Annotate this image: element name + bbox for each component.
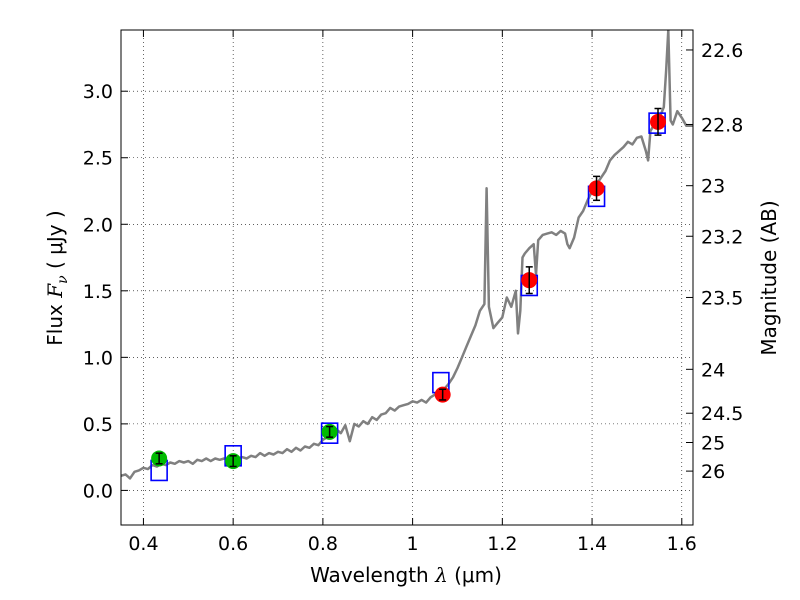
- y-tick-label: 1.5: [83, 281, 113, 303]
- x-axis-label: Wavelength λ (μm): [310, 563, 502, 587]
- x-tick-label: 1.6: [667, 533, 697, 555]
- mag-tick-label: 26: [701, 461, 725, 483]
- y-tick-label: 3.0: [83, 81, 113, 103]
- mag-tick-label: 22.6: [701, 40, 743, 62]
- mag-tick-label: 24: [701, 359, 725, 381]
- y-tick-label: 0.5: [83, 414, 113, 436]
- y-tick-label: 1.0: [83, 347, 113, 369]
- x-tick-label: 0.6: [218, 533, 248, 555]
- x-tick-label: 0.8: [308, 533, 338, 555]
- x-tick-label: 1.2: [487, 533, 517, 555]
- y-tick-label: 0.0: [83, 480, 113, 502]
- model-square: [320, 422, 339, 444]
- mag-tick-label: 22.8: [701, 114, 743, 136]
- y2-axis-label: Magnitude (AB): [757, 200, 781, 355]
- x-tick-label: 1: [407, 533, 419, 555]
- y-tick-label: 2.5: [83, 148, 113, 170]
- x-tick-label: 0.4: [128, 533, 158, 555]
- mag-tick-label: 23.5: [701, 287, 743, 309]
- mag-tick-label: 25: [701, 433, 725, 455]
- sed-line: [121, 30, 693, 480]
- plot-frame: [120, 29, 694, 526]
- axis-ticks: 0.4 0.6 0.8 1 1.2 1.4 1.6 0.0 0.5 1.0 1.5 2.0 2.5 3.0…: [83, 30, 743, 555]
- y-axis-label: Flux Fν ( μJy ): [43, 210, 71, 345]
- mag-tick-label: 23.2: [701, 226, 743, 248]
- x-tick-label: 1.4: [577, 533, 607, 555]
- plot-area: [121, 30, 693, 482]
- y-tick-label: 2.0: [83, 214, 113, 236]
- mag-tick-label: 23: [701, 176, 725, 198]
- mag-tick-label: 24.5: [701, 403, 743, 425]
